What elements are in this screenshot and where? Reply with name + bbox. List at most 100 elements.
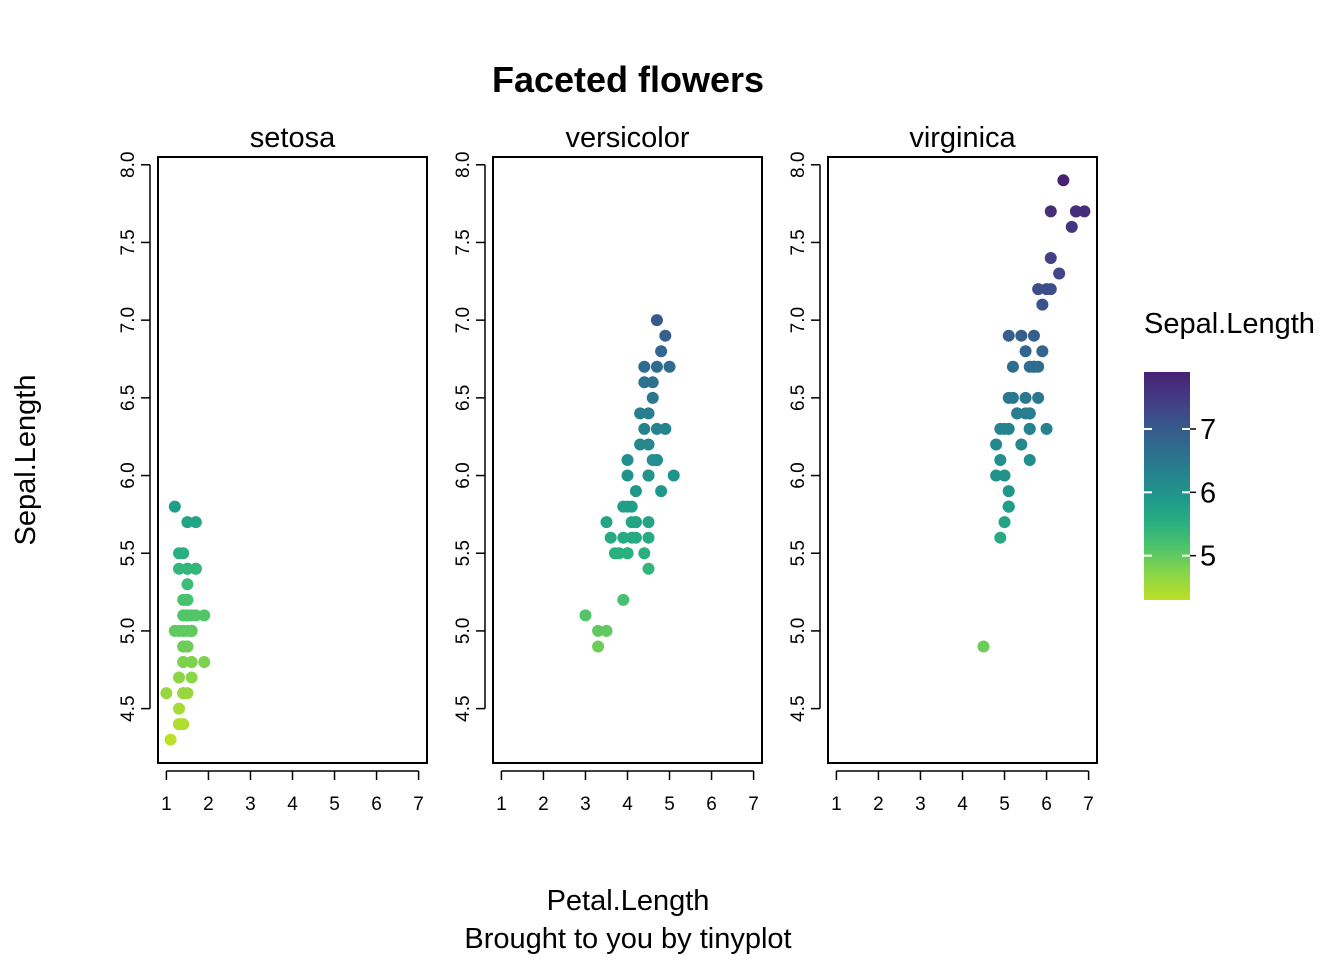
data-point	[998, 516, 1011, 529]
y-axis: 4.5 5.0 5.5 6.0 6.5 7.0 7.5 8.0	[453, 152, 486, 722]
data-point	[579, 609, 592, 622]
data-point	[629, 531, 642, 544]
data-point	[642, 516, 655, 529]
facet-panel-setosa: setosa 1 2 3 4 5 6 7 4.5 5.0 5.5 6.0 6.5 7.0 7.5 8.0	[118, 122, 428, 815]
x-tick-label: 5	[999, 794, 1010, 815]
legend-colorbar	[1144, 372, 1190, 600]
data-point	[663, 360, 676, 373]
y-tick-label: 7.0	[788, 307, 809, 333]
data-point	[1019, 391, 1032, 404]
data-point	[173, 547, 186, 560]
data-point	[1006, 391, 1019, 404]
data-point	[642, 407, 655, 420]
data-point	[1002, 485, 1015, 498]
y-tick-label: 7.5	[118, 229, 139, 255]
x-tick-label: 2	[538, 794, 549, 815]
x-tick-label: 4	[287, 794, 298, 815]
y-tick-label: 5.0	[118, 618, 139, 644]
data-point	[164, 733, 177, 746]
facet-title-versicolor: versicolor	[565, 122, 689, 154]
data-point	[1019, 407, 1032, 420]
x-tick-label: 4	[622, 794, 633, 815]
data-point	[621, 547, 634, 560]
x-tick-label: 5	[664, 794, 675, 815]
plot-frame	[492, 156, 763, 764]
legend-tick-label: 5	[1200, 541, 1216, 573]
data-point	[189, 562, 202, 575]
data-point	[638, 547, 651, 560]
data-point	[655, 485, 668, 498]
data-point	[168, 500, 181, 513]
data-point	[592, 624, 605, 637]
data-point	[198, 609, 211, 622]
x-tick-label: 4	[957, 794, 968, 815]
data-point	[1023, 422, 1036, 435]
facet-title-setosa: setosa	[250, 122, 336, 154]
data-point	[600, 624, 613, 637]
x-tick-label: 7	[413, 794, 424, 815]
data-point	[638, 422, 651, 435]
data-point	[177, 687, 190, 700]
x-tick-label: 2	[203, 794, 214, 815]
data-point	[621, 454, 634, 466]
y-tick-label: 4.5	[788, 695, 809, 721]
data-point	[629, 485, 642, 498]
data-point	[617, 531, 630, 544]
data-point	[642, 562, 655, 575]
y-tick-label: 7.0	[118, 307, 139, 333]
data-point	[1032, 283, 1045, 296]
data-point	[1057, 174, 1070, 187]
data-point	[1044, 205, 1057, 218]
data-point	[173, 702, 186, 715]
data-point	[181, 516, 194, 529]
data-point	[642, 469, 655, 482]
data-point	[173, 562, 186, 575]
data-point	[608, 547, 621, 560]
data-point	[634, 438, 647, 451]
x-axis-title: Petal.Length	[547, 885, 710, 917]
data-point	[638, 376, 651, 389]
x-axis: 1 2 3 4 5 6 7	[831, 770, 1094, 815]
data-point	[189, 516, 202, 529]
data-point	[642, 438, 655, 451]
y-tick-label: 5.0	[788, 618, 809, 644]
x-tick-label: 7	[748, 794, 759, 815]
y-axis: 4.5 5.0 5.5 6.0 6.5 7.0 7.5 8.0	[788, 152, 821, 722]
facet-panel-virginica: virginica 1 2 3 4 5 6 7 4.5 5.0 5.5 6.0 6.5 7.0 7.5 8.0	[788, 122, 1098, 815]
legend-ticks: 5 6 7	[1144, 414, 1216, 573]
legend-tick-label: 7	[1200, 414, 1216, 446]
data-point	[994, 454, 1007, 466]
y-axis: 4.5 5.0 5.5 6.0 6.5 7.0 7.5 8.0	[118, 152, 151, 722]
data-point	[181, 593, 194, 606]
y-axis-title: Sepal.Length	[10, 375, 42, 546]
data-point	[621, 500, 634, 513]
data-point	[604, 531, 617, 544]
data-point	[650, 314, 663, 327]
x-tick-label: 3	[580, 794, 591, 815]
data-point	[625, 516, 638, 529]
data-point	[646, 391, 659, 404]
x-tick-label: 6	[706, 794, 717, 815]
data-point	[177, 656, 190, 668]
data-point	[1023, 454, 1036, 466]
data-point	[667, 469, 680, 482]
data-point	[160, 687, 173, 700]
data-point	[659, 422, 672, 435]
y-tick-label: 6.0	[788, 462, 809, 488]
facet-panel-versicolor: versicolor 1 2 3 4 5 6 7 4.5 5.0 5.5 6.0 6.5 7.0 7.5 8.…	[453, 122, 763, 815]
points-virginica	[977, 174, 1091, 653]
y-tick-label: 6.0	[118, 462, 139, 488]
y-tick-label: 6.5	[118, 385, 139, 411]
data-point	[1078, 205, 1091, 218]
data-point	[1011, 407, 1024, 420]
data-point	[634, 407, 647, 420]
legend-title: Sepal.Length	[1144, 308, 1315, 340]
data-point	[1044, 252, 1057, 264]
y-tick-label: 5.5	[118, 540, 139, 566]
data-point	[185, 624, 198, 637]
x-tick-label: 7	[1083, 794, 1094, 815]
data-point	[177, 640, 190, 653]
data-point	[1019, 345, 1032, 358]
data-point	[600, 516, 613, 529]
y-tick-label: 4.5	[453, 695, 474, 721]
